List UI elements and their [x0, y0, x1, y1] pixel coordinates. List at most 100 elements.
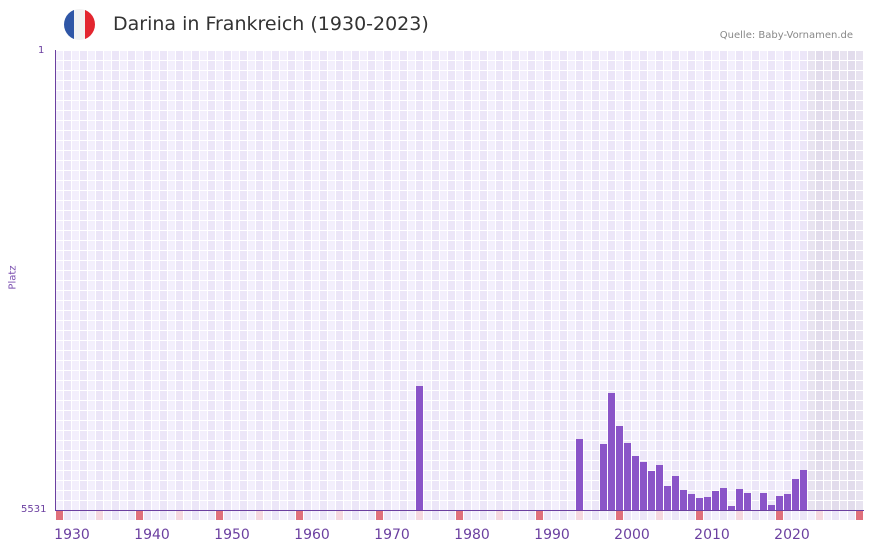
bar-2016[interactable]	[760, 493, 767, 510]
bar-2017[interactable]	[768, 505, 775, 510]
year-marker	[88, 511, 96, 520]
x-tick-label: 1940	[134, 527, 170, 543]
bar-1997[interactable]	[608, 393, 615, 510]
year-marker	[800, 511, 808, 520]
year-column	[600, 50, 608, 510]
year-marker	[432, 511, 440, 520]
year-column	[624, 50, 632, 510]
bar-1973[interactable]	[416, 386, 423, 510]
year-marker	[824, 511, 832, 520]
year-marker	[320, 511, 328, 520]
year-marker	[440, 511, 448, 520]
bar-2007[interactable]	[688, 494, 695, 510]
bar-2019[interactable]	[784, 494, 791, 510]
year-column	[792, 50, 800, 510]
year-marker	[760, 511, 768, 520]
year-column	[424, 50, 432, 510]
year-marker	[608, 511, 616, 520]
x-tick-label: 2020	[774, 527, 810, 543]
year-marker	[376, 511, 384, 520]
year-marker	[264, 511, 272, 520]
year-column	[240, 50, 248, 510]
y-axis-label: Platz	[7, 265, 19, 290]
year-column	[400, 50, 408, 510]
y-tick-bottom: 5531	[21, 504, 47, 515]
year-column	[536, 50, 544, 510]
year-marker	[648, 511, 656, 520]
year-marker	[280, 511, 288, 520]
year-marker	[288, 511, 296, 520]
year-marker	[592, 511, 600, 520]
year-column	[584, 50, 592, 510]
year-column	[696, 50, 704, 510]
year-marker	[304, 511, 312, 520]
year-marker	[424, 511, 432, 520]
year-column	[64, 50, 72, 510]
year-marker	[536, 511, 544, 520]
year-marker	[224, 511, 232, 520]
chart-title: Darina in Frankreich (1930-2023)	[113, 13, 429, 35]
bar-2008[interactable]	[696, 498, 703, 510]
year-column	[544, 50, 552, 510]
year-marker	[160, 511, 168, 520]
bar-2018[interactable]	[776, 496, 783, 510]
bar-2005[interactable]	[672, 476, 679, 510]
bar-2004[interactable]	[664, 486, 671, 510]
bar-1996[interactable]	[600, 444, 607, 510]
year-column	[312, 50, 320, 510]
bar-2021[interactable]	[800, 470, 807, 510]
bar-2003[interactable]	[656, 465, 663, 510]
year-column	[736, 50, 744, 510]
year-marker	[504, 511, 512, 520]
year-column	[104, 50, 112, 510]
bar-2000[interactable]	[632, 456, 639, 510]
year-marker	[56, 511, 64, 520]
bar-1993[interactable]	[576, 439, 583, 510]
bar-2002[interactable]	[648, 471, 655, 510]
x-tick-label: 2000	[614, 527, 650, 543]
year-column	[264, 50, 272, 510]
year-column	[88, 50, 96, 510]
year-column	[520, 50, 528, 510]
x-tick-label: 1950	[214, 527, 250, 543]
year-column	[440, 50, 448, 510]
year-marker	[584, 511, 592, 520]
bar-2006[interactable]	[680, 490, 687, 510]
year-column	[184, 50, 192, 510]
year-column	[408, 50, 416, 510]
x-tick-label: 1970	[374, 527, 410, 543]
year-column	[664, 50, 672, 510]
bar-2013[interactable]	[736, 489, 743, 510]
year-marker	[232, 511, 240, 520]
year-marker	[80, 511, 88, 520]
x-tick-label: 1930	[54, 527, 90, 543]
x-tick-label: 1980	[454, 527, 490, 543]
bar-2014[interactable]	[744, 493, 751, 510]
year-column	[560, 50, 568, 510]
year-marker	[168, 511, 176, 520]
year-marker	[64, 511, 72, 520]
year-marker	[248, 511, 256, 520]
year-marker	[392, 511, 400, 520]
bar-2012[interactable]	[728, 506, 735, 510]
bar-2001[interactable]	[640, 462, 647, 510]
year-column	[680, 50, 688, 510]
bar-1998[interactable]	[616, 426, 623, 510]
year-marker	[496, 511, 504, 520]
year-marker	[792, 511, 800, 520]
bar-2020[interactable]	[792, 479, 799, 510]
year-marker	[736, 511, 744, 520]
year-marker	[408, 511, 416, 520]
year-marker	[528, 511, 536, 520]
year-column	[656, 50, 664, 510]
year-column	[728, 50, 736, 510]
year-marker	[448, 511, 456, 520]
year-column	[832, 50, 840, 510]
y-tick-top: 1	[38, 45, 45, 56]
bar-2010[interactable]	[712, 491, 719, 510]
bar-2009[interactable]	[704, 497, 711, 510]
bar-1999[interactable]	[624, 443, 631, 510]
year-marker	[840, 511, 848, 520]
bar-2011[interactable]	[720, 488, 727, 510]
year-column	[288, 50, 296, 510]
